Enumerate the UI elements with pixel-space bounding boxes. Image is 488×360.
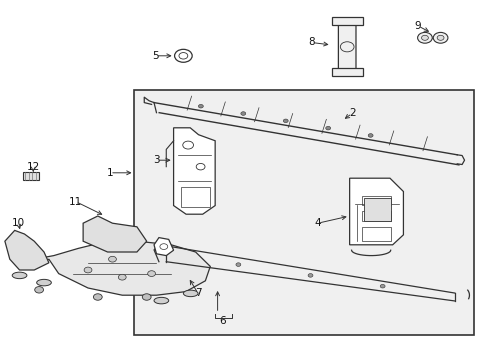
Text: 8: 8 — [307, 37, 314, 48]
Text: 11: 11 — [69, 197, 82, 207]
Polygon shape — [83, 216, 146, 252]
Bar — [361, 196, 390, 205]
Circle shape — [417, 32, 431, 43]
Circle shape — [142, 294, 151, 300]
Text: 5: 5 — [152, 51, 159, 61]
Bar — [361, 211, 390, 221]
Text: 6: 6 — [219, 316, 225, 326]
Bar — [23, 172, 39, 180]
Bar — [361, 227, 390, 241]
Circle shape — [35, 287, 43, 293]
Circle shape — [241, 112, 245, 115]
Circle shape — [283, 119, 287, 123]
Bar — [331, 68, 362, 76]
Ellipse shape — [154, 297, 168, 304]
Polygon shape — [5, 230, 49, 270]
Circle shape — [236, 263, 240, 266]
Polygon shape — [154, 238, 173, 256]
Circle shape — [432, 32, 447, 43]
Text: 10: 10 — [12, 218, 25, 228]
Polygon shape — [349, 178, 403, 245]
Circle shape — [325, 126, 330, 130]
Text: 7: 7 — [194, 288, 201, 298]
Circle shape — [307, 274, 312, 277]
Circle shape — [147, 271, 155, 276]
Ellipse shape — [37, 279, 51, 286]
Ellipse shape — [12, 272, 27, 279]
Circle shape — [380, 284, 385, 288]
Text: 3: 3 — [153, 155, 160, 165]
Text: 12: 12 — [26, 162, 40, 172]
Circle shape — [108, 256, 116, 262]
Circle shape — [421, 35, 427, 40]
Bar — [331, 17, 362, 25]
Circle shape — [93, 294, 102, 300]
Bar — [181, 187, 210, 207]
Text: 2: 2 — [348, 108, 355, 118]
Circle shape — [84, 267, 92, 273]
Circle shape — [367, 134, 372, 137]
Bar — [364, 198, 390, 221]
Polygon shape — [338, 20, 355, 74]
Bar — [134, 90, 473, 335]
Text: 4: 4 — [314, 218, 321, 228]
Text: 9: 9 — [414, 21, 421, 31]
Circle shape — [436, 35, 443, 40]
Polygon shape — [29, 241, 210, 295]
Text: 1: 1 — [106, 168, 113, 178]
Circle shape — [118, 274, 126, 280]
Ellipse shape — [183, 290, 198, 297]
Circle shape — [198, 104, 203, 108]
Polygon shape — [173, 128, 215, 214]
